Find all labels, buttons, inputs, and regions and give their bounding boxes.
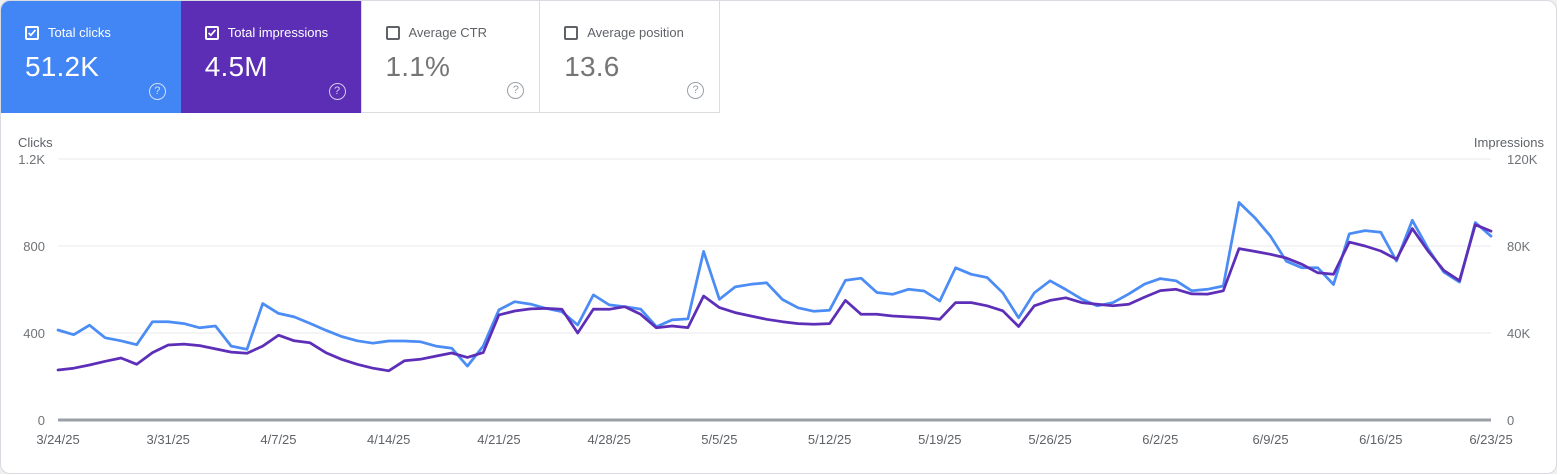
card-label: Average position <box>587 25 684 40</box>
date-tick-label: 6/16/25 <box>1359 432 1403 447</box>
card-header: Average CTR <box>385 25 540 40</box>
date-tick-label: 6/2/25 <box>1142 432 1179 447</box>
help-icon[interactable]: ? <box>687 82 704 99</box>
date-tick-label: 6/9/25 <box>1252 432 1289 447</box>
card-header: Total clicks <box>25 25 181 40</box>
metric-cards-row: Total clicks 51.2K ? Total impressions 4… <box>1 1 720 113</box>
help-icon[interactable]: ? <box>507 82 525 99</box>
date-tick-label: 4/7/25 <box>260 432 297 447</box>
date-tick-label: 6/23/25 <box>1469 432 1513 447</box>
check-icon <box>27 29 37 37</box>
help-icon[interactable]: ? <box>148 83 166 100</box>
average-ctr-value: 1.1% <box>385 51 451 82</box>
card-header: Average position <box>564 25 719 40</box>
right-axis-tick-label: 120K <box>1507 152 1538 167</box>
average-position-checkbox[interactable] <box>564 25 579 40</box>
card-label: Average CTR <box>408 25 488 40</box>
metric-card-total-clicks[interactable]: Total clicks 51.2K ? <box>1 1 181 113</box>
date-tick-label: 5/5/25 <box>701 432 738 447</box>
right-axis-title: Impressions <box>1473 135 1544 150</box>
metric-card-average-position[interactable]: Average position 13.6 ? <box>540 1 720 113</box>
date-tick-label: 3/31/25 <box>146 432 190 447</box>
total-impressions-value: 4.5M <box>204 51 268 82</box>
date-tick-label: 5/26/25 <box>1028 432 1072 447</box>
date-tick-label: 4/28/25 <box>587 432 631 447</box>
total-clicks-value: 51.2K <box>25 51 100 82</box>
right-axis-tick-label: 0 <box>1507 413 1515 428</box>
metric-card-total-impressions[interactable]: Total impressions 4.5M ? <box>180 1 361 113</box>
date-tick-label: 4/14/25 <box>367 432 411 447</box>
average-position-value: 13.6 <box>564 51 620 82</box>
right-axis-tick-label: 80K <box>1507 239 1531 254</box>
card-label: Total clicks <box>48 25 111 40</box>
date-tick-label: 5/12/25 <box>807 432 852 447</box>
total-clicks-checkbox[interactable] <box>25 25 39 40</box>
total-impressions-checkbox[interactable] <box>204 25 219 40</box>
average-ctr-checkbox[interactable] <box>385 25 400 40</box>
metric-card-average-ctr[interactable]: Average CTR 1.1% ? <box>360 1 541 113</box>
left-axis-tick-label: 0 <box>37 413 45 428</box>
card-header: Total impressions <box>204 25 361 40</box>
left-axis-title: Clicks <box>18 135 53 150</box>
date-tick-label: 5/19/25 <box>918 432 962 447</box>
date-tick-label: 3/24/25 <box>36 432 80 447</box>
check-icon <box>207 29 216 37</box>
right-axis-tick-label: 40K <box>1507 326 1531 341</box>
impressions-line <box>56 223 1493 373</box>
left-axis-tick-label: 800 <box>23 239 45 254</box>
left-axis-tick-label: 400 <box>23 326 45 341</box>
left-axis-tick-label: 1.2K <box>18 152 45 167</box>
help-icon[interactable]: ? <box>328 83 346 100</box>
card-label: Total impressions <box>227 25 329 40</box>
clicks-line <box>56 201 1493 368</box>
date-tick-label: 4/21/25 <box>477 432 521 447</box>
